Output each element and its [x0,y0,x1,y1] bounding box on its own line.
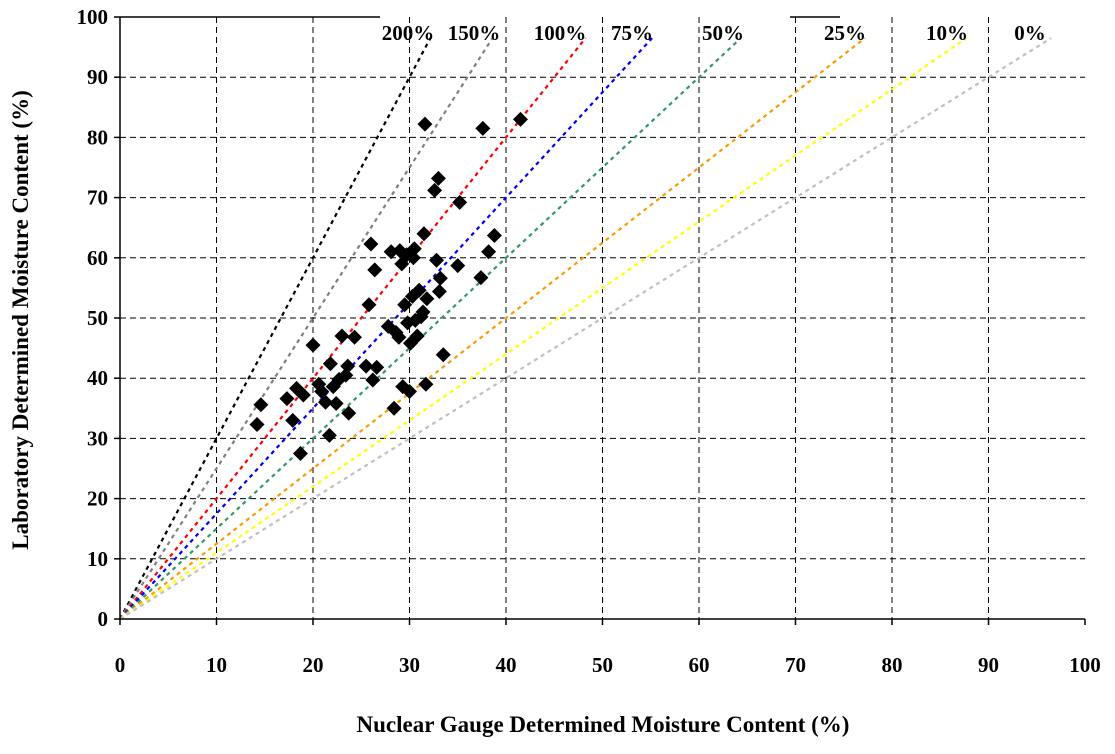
data-point [473,270,489,286]
data-point [341,405,357,421]
data-point [397,297,413,313]
x-tick-label: 40 [496,653,517,677]
data-point [285,412,301,428]
y-tick-label: 30 [87,426,108,450]
data-point [249,417,265,433]
reference-line-label: 50% [702,21,744,45]
x-axis-title: Nuclear Gauge Determined Moisture Conten… [357,712,850,737]
reference-line [119,37,494,620]
data-point [402,383,417,399]
data-point [334,328,350,344]
reference-line-label: 75% [611,21,653,45]
data-point [418,376,434,392]
y-tick-label: 50 [87,306,108,330]
reference-line-label: 200% [382,21,435,45]
axes [114,16,1086,625]
x-tick-label: 0 [115,653,126,677]
reference-line [119,37,587,620]
data-point [419,291,435,307]
x-tick-label: 30 [399,653,420,677]
reference-line [119,37,968,620]
data-point [430,170,446,186]
y-tick-label: 90 [87,65,108,89]
reference-lines [119,37,1052,620]
data-point [340,358,356,374]
data-point [435,347,451,363]
data-point [406,241,422,257]
data-point [416,226,432,242]
data-point [253,397,269,413]
data-point [321,427,337,443]
data-point [367,262,383,278]
reference-line-label: 150% [448,21,501,45]
reference-line [119,37,432,620]
data-point [363,236,379,252]
reference-line [119,37,742,620]
x-tick-label: 90 [978,653,999,677]
data-point [415,304,431,320]
data-point [295,387,311,403]
x-tick-label: 100 [1069,653,1101,677]
data-point [450,258,466,274]
data-point [411,282,427,298]
reference-line-label: 25% [824,21,866,45]
x-tick-label: 10 [206,653,227,677]
data-point [481,244,497,260]
data-point [429,252,445,268]
reference-line [119,37,866,620]
y-axis-title: Laboratory Determined Moisture Content (… [8,90,33,549]
data-point [475,120,491,136]
reference-line [119,37,1052,620]
x-tick-label: 80 [882,653,903,677]
y-tick-label: 0 [98,607,109,631]
data-point [365,372,381,388]
data-point [369,359,385,375]
x-tick-label: 60 [689,653,710,677]
data-point [512,111,528,127]
data-point [358,358,374,374]
y-tick-label: 70 [87,186,108,210]
data-point [427,182,443,198]
data-points [249,111,528,461]
reference-line-label: 100% [534,21,587,45]
data-point [386,400,402,416]
x-tick-label: 20 [303,653,324,677]
data-point [322,356,338,372]
data-point [328,395,344,411]
reference-line-label: 0% [1014,21,1046,45]
data-point [279,391,295,407]
y-tick-label: 60 [87,246,108,270]
x-tick-label: 70 [785,653,806,677]
labels: 200% 150% 100% 75% 50% 25% 10% 0% 0 10 20 30 40 50 60 7… [77,5,1101,677]
data-point [305,337,321,353]
data-point [405,250,421,266]
data-point [361,297,377,313]
data-point [409,328,425,344]
data-point [417,116,433,132]
y-tick-label: 80 [87,125,108,149]
data-point [432,270,448,286]
y-tick-label: 10 [87,547,108,571]
x-tick-label: 50 [592,653,613,677]
data-point [486,228,502,244]
y-tick-label: 40 [87,366,108,390]
data-point [452,194,468,210]
grid [120,17,1085,619]
data-point [346,329,362,345]
reference-line-label: 10% [926,21,968,45]
y-tick-label: 20 [87,487,108,511]
data-point [391,329,407,345]
data-point [318,394,334,410]
data-point [431,284,447,300]
data-point [292,445,308,461]
y-tick-label: 100 [77,5,109,29]
